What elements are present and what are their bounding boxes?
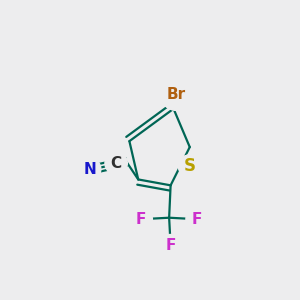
Text: S: S [184,157,196,175]
Text: F: F [165,238,176,253]
Circle shape [161,236,180,255]
Circle shape [160,78,193,110]
Circle shape [159,235,182,257]
Circle shape [178,155,201,177]
Text: F: F [192,212,202,227]
Circle shape [105,152,127,174]
Circle shape [160,78,193,110]
Text: F: F [165,238,176,253]
Text: C: C [111,156,122,171]
Text: N: N [83,162,96,177]
Circle shape [132,210,151,229]
Text: F: F [192,212,202,227]
Circle shape [186,208,208,230]
Text: C: C [111,156,122,171]
Circle shape [178,155,201,177]
Text: S: S [184,157,196,175]
Circle shape [107,154,126,173]
Circle shape [80,160,99,178]
Circle shape [79,158,101,180]
Circle shape [188,210,206,229]
Text: N: N [83,162,96,177]
Text: Br: Br [167,87,186,102]
Circle shape [130,208,152,230]
Text: F: F [136,212,146,227]
Text: F: F [136,212,146,227]
Text: Br: Br [167,87,186,102]
